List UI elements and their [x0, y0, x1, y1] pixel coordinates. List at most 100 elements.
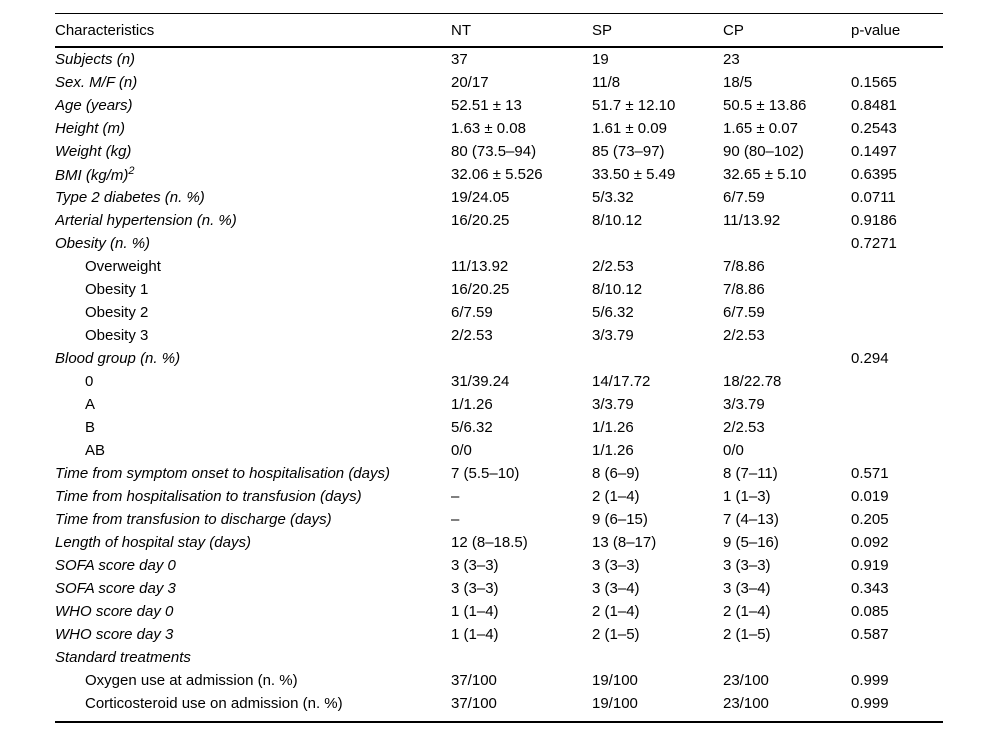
- row-label: Overweight: [85, 258, 161, 275]
- cell-value: 2 (1–4): [592, 603, 640, 620]
- table-row: Weight (kg) 80 (73.5–94) 85 (73–97) 90 (80–…: [55, 140, 943, 163]
- cell-value: 3 (3–3): [451, 580, 499, 597]
- cell-value: 51.7 ± 12.10: [592, 97, 676, 114]
- cell-value: 0/0: [723, 442, 744, 459]
- row-label: Time from hospitalisation to transfusion…: [55, 488, 362, 505]
- cell-value: 8 (7–11): [723, 465, 778, 482]
- cell-value: 19/100: [592, 695, 638, 712]
- cell-value: [451, 232, 592, 255]
- cell-value: 8/10.12: [592, 281, 643, 298]
- column-header-characteristics: Characteristics: [55, 14, 451, 48]
- cell-value: 1 (1–4): [451, 626, 499, 643]
- cell-value: 2/2.53: [451, 327, 493, 344]
- table-row: Age (years) 52.51 ± 13 51.7 ± 12.10 50.5 ± …: [55, 94, 943, 117]
- cell-value: –: [451, 511, 460, 528]
- row-label: Time from transfusion to discharge (days…: [55, 511, 332, 528]
- table-row: AB 0/0 1/1.26 0/0: [55, 439, 943, 462]
- row-label: Length of hospital stay (days): [55, 534, 251, 551]
- cell-value: 0.999: [851, 672, 889, 689]
- cell-value: 20/17: [451, 74, 489, 91]
- cell-value: 23/100: [723, 695, 769, 712]
- cell-value: 3 (3–4): [723, 580, 771, 597]
- cell-value: 37: [451, 51, 468, 68]
- cell-value: 0.085: [851, 603, 889, 620]
- table-body: Subjects (n) 37 19 23 Sex. M/F (n) 20/17 11/8 1…: [55, 47, 943, 715]
- table-row: Time from transfusion to discharge (days…: [55, 508, 943, 531]
- cell-value: 0.294: [851, 350, 889, 367]
- cell-value: 0.2543: [851, 120, 897, 137]
- cell-value: 7/8.86: [723, 258, 765, 275]
- cell-value: 3 (3–3): [451, 557, 499, 574]
- table-row: SOFA score day 0 3 (3–3) 3 (3–3) 3 (3–3) 0.9…: [55, 554, 943, 577]
- row-label: A: [85, 396, 96, 413]
- cell-value: 9 (6–15): [592, 511, 648, 528]
- cell-value: [851, 439, 943, 462]
- row-label: Obesity 3: [85, 327, 149, 344]
- row-label: WHO score day 0: [55, 603, 174, 620]
- cell-value: 0.7271: [851, 235, 897, 252]
- cell-value: –: [451, 488, 460, 505]
- table-row: Overweight 11/13.92 2/2.53 7/8.86: [55, 255, 943, 278]
- cell-value: 3 (3–3): [592, 557, 640, 574]
- cell-value: [723, 347, 851, 370]
- cell-value: 14/17.72: [592, 373, 651, 390]
- cell-value: 6/7.59: [723, 304, 765, 321]
- cell-value: 50.5 ± 13.86: [723, 97, 807, 114]
- cell-value: 2 (1–4): [592, 488, 640, 505]
- row-label: AB: [85, 442, 106, 459]
- cell-value: 3/3.79: [592, 327, 634, 344]
- cell-value: [851, 47, 943, 71]
- row-label: Standard treatments: [55, 649, 191, 666]
- cell-value: 7 (4–13): [723, 511, 779, 528]
- cell-value: 1/1.26: [592, 419, 634, 436]
- header-row: Characteristics NT SP CP p-value: [55, 14, 943, 48]
- cell-value: 0.999: [851, 695, 889, 712]
- cell-value: 6/7.59: [451, 304, 493, 321]
- row-label: Corticosteroid use on admission (n. %): [85, 695, 343, 712]
- table-row: Time from symptom onset to hospitalisati…: [55, 462, 943, 485]
- table: Characteristics NT SP CP p-value Subject…: [55, 14, 943, 715]
- cell-value: 1.61 ± 0.09: [592, 120, 667, 137]
- cell-value: 32.65 ± 5.10: [723, 166, 807, 183]
- cell-value: 8/10.12: [592, 212, 643, 229]
- cell-value: 7/8.86: [723, 281, 765, 298]
- table-row: B 5/6.32 1/1.26 2/2.53: [55, 416, 943, 439]
- table-row: BMI (kg/m)2 32.06 ± 5.526 33.50 ± 5.49 32.6…: [55, 163, 943, 186]
- table-row: WHO score day 0 1 (1–4) 2 (1–4) 2 (1–4) 0.08…: [55, 600, 943, 623]
- cell-value: [851, 370, 943, 393]
- table-row: Length of hospital stay (days) 12 (8–18.5…: [55, 531, 943, 554]
- table-row: Obesity 1 16/20.25 8/10.12 7/8.86: [55, 278, 943, 301]
- cell-value: 1/1.26: [592, 442, 634, 459]
- table-row: Type 2 diabetes (n. %) 19/24.05 5/3.32 6/7.…: [55, 186, 943, 209]
- column-header-nt: NT: [451, 14, 592, 48]
- row-label-superscript: 2: [128, 165, 135, 177]
- cell-value: [851, 416, 943, 439]
- cell-value: 3 (3–4): [592, 580, 640, 597]
- table-row: Corticosteroid use on admission (n. %) 37…: [55, 692, 943, 715]
- table-row: Time from hospitalisation to transfusion…: [55, 485, 943, 508]
- row-label: Blood group (n. %): [55, 350, 181, 367]
- cell-value: 37/100: [451, 672, 497, 689]
- cell-value: 19/24.05: [451, 189, 510, 206]
- cell-value: 3 (3–3): [723, 557, 771, 574]
- cell-value: 11/8: [592, 74, 621, 91]
- cell-value: 0.1565: [851, 74, 897, 91]
- cell-value: 1 (1–3): [723, 488, 771, 505]
- cell-value: 5/3.32: [592, 189, 634, 206]
- cell-value: 23/100: [723, 672, 769, 689]
- row-label: SOFA score day 0: [55, 557, 176, 574]
- cell-value: [851, 301, 943, 324]
- cell-value: 90 (80–102): [723, 143, 804, 160]
- row-label: Weight (kg): [55, 143, 132, 160]
- row-label: SOFA score day 3: [55, 580, 176, 597]
- table-row: Height (m) 1.63 ± 0.08 1.61 ± 0.09 1.65 ± 0…: [55, 117, 943, 140]
- cell-value: 19: [592, 51, 609, 68]
- cell-value: 16/20.25: [451, 281, 510, 298]
- cell-value: 9 (5–16): [723, 534, 779, 551]
- cell-value: 1/1.26: [451, 396, 493, 413]
- cell-value: 2/2.53: [592, 258, 634, 275]
- table-row: Obesity (n. %) 0.7271: [55, 232, 943, 255]
- cell-value: 31/39.24: [451, 373, 510, 390]
- cell-value: [592, 347, 723, 370]
- row-label: Oxygen use at admission (n. %): [85, 672, 298, 689]
